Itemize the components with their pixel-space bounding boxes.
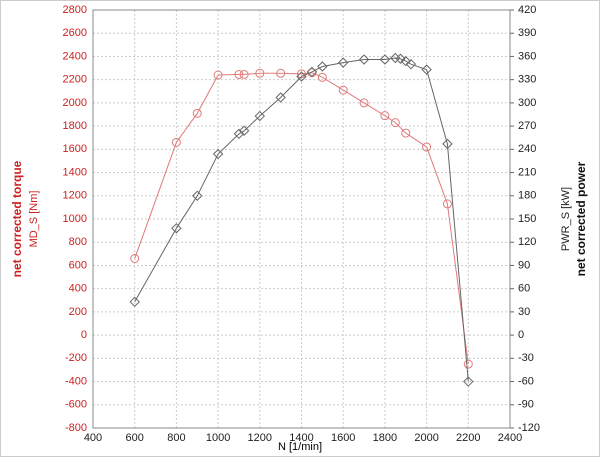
y-axis-label: MD_S [Nm] (28, 191, 40, 248)
y-tick-label: 2000 (63, 97, 87, 109)
point (401, 128, 411, 138)
y2-tick-label: 30 (518, 306, 530, 318)
x-tick-label: 1000 (206, 432, 230, 444)
y-tick-label: 400 (69, 283, 87, 295)
y2-tick-label: 120 (518, 236, 536, 248)
x-tick-label: 2400 (498, 432, 522, 444)
x-tick-label: 1200 (248, 432, 272, 444)
y2-axis-title: net corrected power (574, 161, 588, 276)
y2-tick-label: 360 (518, 50, 536, 62)
series-line (134, 57, 469, 382)
point (275, 92, 286, 103)
y-tick-label: 800 (69, 236, 87, 248)
y2-tick-label: -30 (518, 352, 534, 364)
point (130, 253, 140, 263)
point (276, 68, 286, 78)
y2-tick-label: 330 (518, 74, 536, 86)
y-tick-label: 1400 (63, 166, 87, 178)
y2-tick-label: 240 (518, 143, 536, 155)
point (390, 118, 400, 128)
plot-border (92, 9, 511, 429)
point (306, 66, 318, 78)
point (380, 111, 390, 121)
point (422, 142, 432, 152)
y2-tick-label: 420 (518, 4, 536, 16)
y-tick-label: 2200 (63, 74, 87, 86)
x-tick-label: 800 (167, 432, 185, 444)
y2-tick-label: -60 (518, 375, 534, 387)
y2-tick-label: 180 (518, 190, 536, 202)
y-axis-title: net corrected torque (10, 160, 24, 277)
point (129, 296, 140, 308)
point (238, 125, 250, 136)
point (379, 54, 391, 65)
point (337, 57, 349, 68)
point (171, 137, 181, 147)
y-tick-label: -200 (65, 352, 87, 364)
point (442, 138, 453, 150)
point (192, 108, 202, 118)
y-tick-label: 200 (69, 306, 87, 318)
point (400, 55, 411, 67)
point (171, 223, 182, 234)
y2-tick-label: 210 (518, 166, 536, 178)
x-tick-label: 2000 (414, 432, 438, 444)
point (463, 359, 473, 369)
point (254, 110, 266, 122)
point (192, 190, 203, 201)
point (442, 199, 452, 209)
y2-tick-label: 0 (518, 329, 524, 341)
y-tick-label: -800 (65, 422, 87, 434)
x-tick-label: 1600 (331, 432, 355, 444)
y-tick-label: 600 (69, 259, 87, 271)
x-tick-label: 1400 (289, 432, 313, 444)
y-tick-label: 1600 (63, 143, 87, 155)
y2-tick-label: 390 (518, 27, 536, 39)
point (463, 376, 474, 387)
point (296, 71, 307, 82)
y2-tick-label: 150 (518, 213, 536, 225)
y-tick-label: 2400 (63, 50, 87, 62)
point (317, 72, 327, 82)
y-tick-label: 1200 (63, 190, 87, 202)
point (212, 148, 224, 160)
y2-tick-label: -90 (518, 399, 534, 411)
y-tick-label: -600 (65, 399, 87, 411)
point (255, 68, 265, 78)
point (317, 61, 328, 72)
x-axis-label: N [1/min] (278, 441, 322, 453)
y-tick-label: -400 (65, 375, 87, 387)
point (297, 69, 306, 79)
y-tick-label: 2600 (63, 27, 87, 39)
y2-tick-label: 60 (518, 283, 530, 295)
point (405, 58, 417, 70)
point (421, 64, 432, 75)
y-tick-label: 2800 (63, 4, 87, 16)
y-tick-label: 1000 (63, 213, 87, 225)
point (338, 85, 348, 95)
y2-axis-label: PWR_S [kW] (560, 187, 572, 251)
x-tick-label: 400 (84, 432, 102, 444)
point (395, 53, 406, 64)
point (359, 98, 369, 108)
point (358, 54, 370, 65)
y2-tick-label: 300 (518, 97, 536, 109)
x-tick-label: 2200 (456, 432, 480, 444)
y-tick-label: 1800 (63, 120, 87, 132)
y2-tick-label: -120 (518, 422, 540, 434)
y2-tick-label: 90 (518, 259, 530, 271)
series-line (134, 72, 469, 365)
point (213, 70, 223, 80)
y-tick-label: 0 (81, 329, 87, 341)
point (239, 69, 249, 79)
x-tick-label: 1800 (373, 432, 397, 444)
x-tick-label: 600 (126, 432, 144, 444)
point (234, 69, 244, 79)
y2-tick-label: 270 (518, 120, 536, 132)
